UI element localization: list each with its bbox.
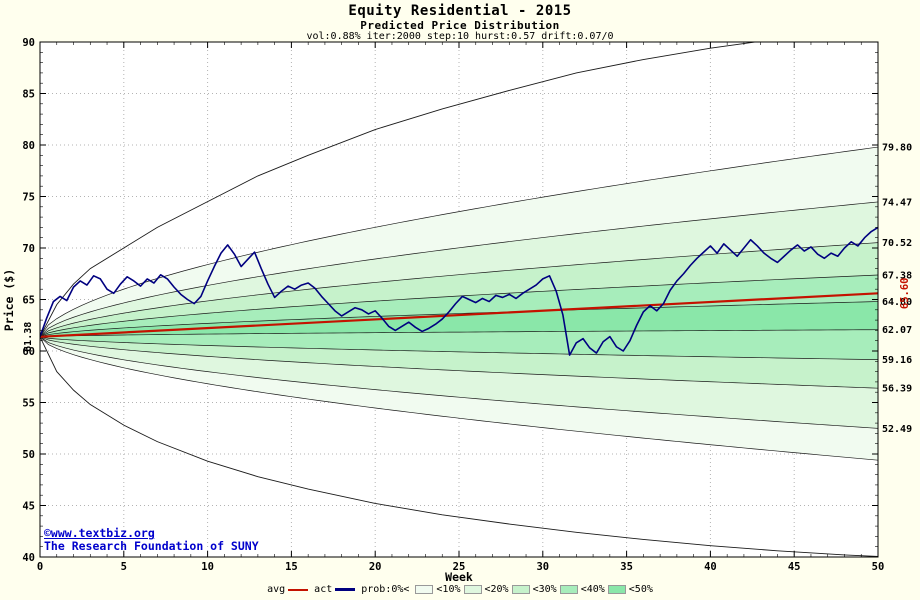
legend-swatch-50 [607,585,626,594]
actual-price-line [40,226,878,356]
band-value-label: 79.80 [882,143,912,154]
avg-price-line [39,292,879,338]
legend-band-label: <20% [484,584,509,595]
svg-text:5: 5 [121,561,127,573]
svg-text:70: 70 [22,243,35,255]
axis-ticks [39,41,879,558]
band-boundary-lines [40,42,878,557]
copyright-link[interactable]: ©www.textbiz.org [44,526,155,540]
svg-text:65: 65 [22,295,35,307]
legend-swatch-10 [415,585,434,594]
svg-text:40: 40 [704,561,717,573]
svg-text:15: 15 [285,561,298,573]
legend-band-label: <50% [628,584,653,595]
svg-text:35: 35 [620,561,633,573]
band-value-label: 64.80 [882,297,912,308]
band-value-label: 52.49 [882,424,912,435]
svg-text:30: 30 [536,561,549,573]
svg-text:85: 85 [22,89,35,101]
band-value-label: 62.07 [882,325,912,336]
svg-text:60: 60 [22,346,35,358]
svg-text:45: 45 [22,501,35,513]
chart-legend: avg act prob:0%< <10% <20% <30% <40% <50% [0,584,920,595]
start-price-label: 61.38 [23,322,34,352]
band-value-label: 56.39 [882,384,912,395]
svg-text:50: 50 [872,561,885,573]
band-value-label: 67.38 [882,270,912,281]
y-axis-title: Price ($) [2,269,16,331]
svg-text:25: 25 [453,561,466,573]
svg-text:50: 50 [22,449,35,461]
legend-band-label: <40% [580,584,605,595]
svg-text:0: 0 [37,561,43,573]
legend-swatch-40 [559,585,578,594]
band-value-label: 74.47 [882,197,912,208]
legend-prob-label: prob:0%< [361,584,410,595]
svg-text:40: 40 [22,552,35,564]
svg-text:75: 75 [22,192,35,204]
copyright-block: ©www.textbiz.org The Research Foundation… [44,527,259,553]
svg-text:55: 55 [22,398,35,410]
svg-text:10: 10 [201,561,214,573]
legend-band-swatches: <10% <20% <30% <40% <50% [415,584,653,595]
edge-price-labels: 79.80 74.47 70.52 67.38 64.80 62.07 59.16 56.39… [23,143,912,435]
legend-band-label: <10% [436,584,461,595]
svg-text:45: 45 [788,561,801,573]
svg-text:20: 20 [369,561,382,573]
legend-avg-line-sample [288,588,309,591]
band-value-label: 59.16 [882,355,912,366]
legend-act-label: act [314,584,333,595]
svg-text:90: 90 [22,37,35,49]
legend-swatch-20 [463,585,482,594]
foundation-text: The Research Foundation of SUNY [44,539,259,553]
simulation-params: vol:0.88% iter:2000 step:10 hurst:0.57 d… [306,31,614,42]
legend-act-line-sample [335,588,356,591]
axis-tick-labels: 40 45 50 55 60 65 70 75 80 85 90 0 5 10 15 20 25 30 35 40 45… [22,37,884,573]
legend-swatch-30 [511,585,530,594]
band-value-label: 70.52 [882,238,912,249]
avg-end-price-label: 65.60 [899,278,911,310]
svg-text:80: 80 [22,140,35,152]
chart-subtitle: Predicted Price Distribution [360,19,560,32]
legend-band-label: <30% [532,584,557,595]
chart-title: Equity Residential - 2015 [348,3,572,19]
legend-avg-label: avg [267,584,286,595]
x-axis-title: Week [445,570,473,584]
